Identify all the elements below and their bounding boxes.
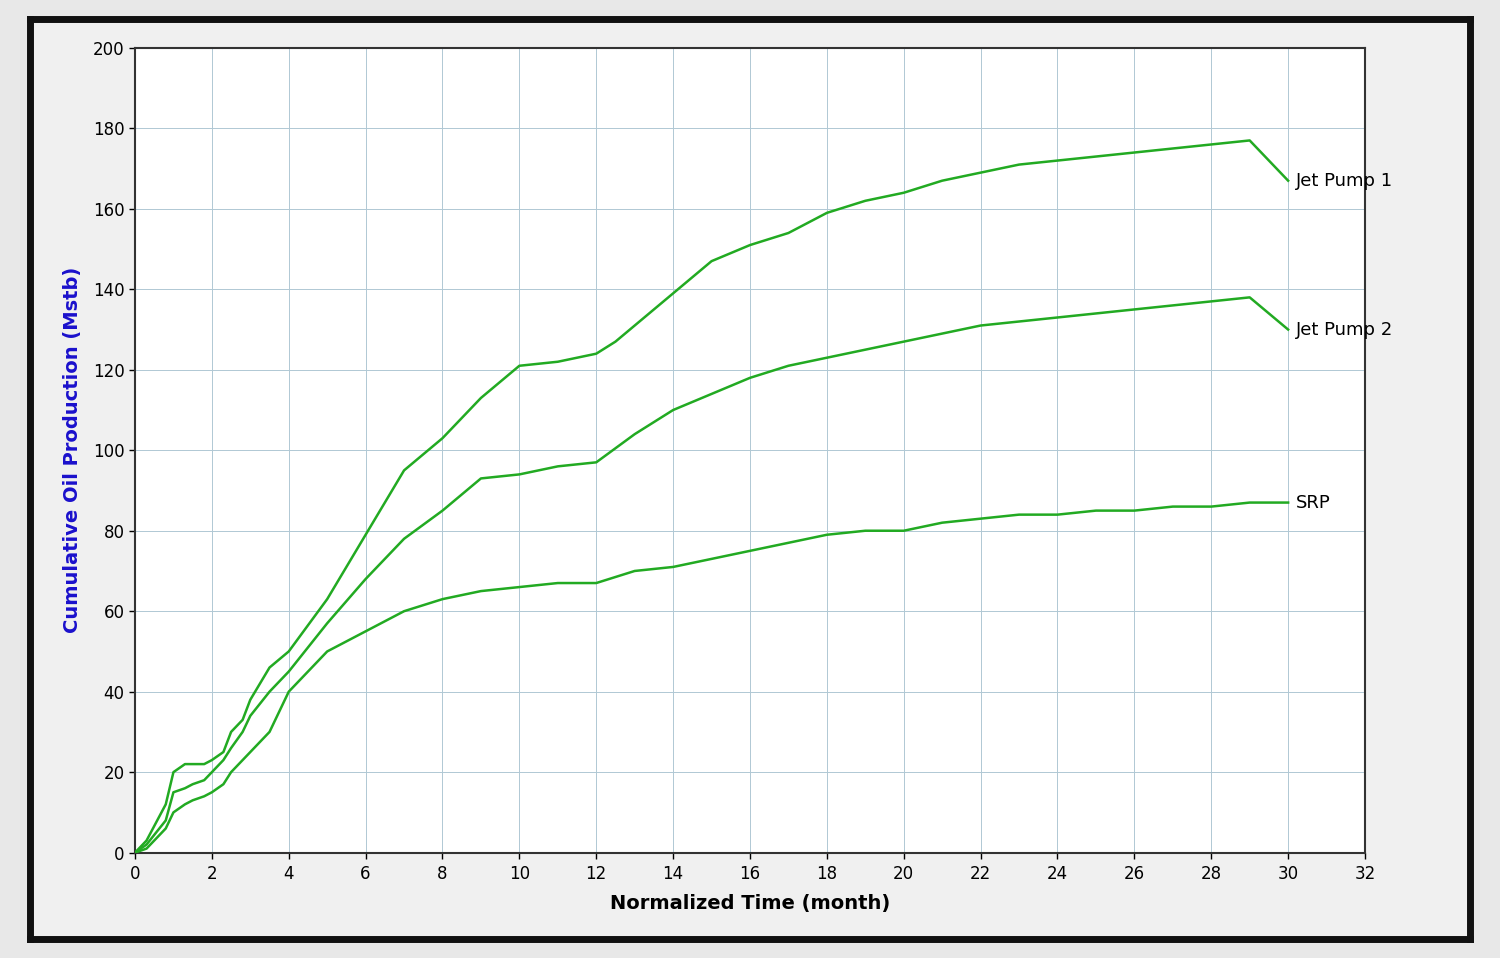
X-axis label: Normalized Time (month): Normalized Time (month) (610, 894, 890, 913)
Text: Jet Pump 2: Jet Pump 2 (1296, 321, 1394, 338)
Y-axis label: Cumulative Oil Production (Mstb): Cumulative Oil Production (Mstb) (63, 267, 81, 633)
Text: SRP: SRP (1296, 493, 1330, 512)
Text: Jet Pump 1: Jet Pump 1 (1296, 171, 1394, 190)
